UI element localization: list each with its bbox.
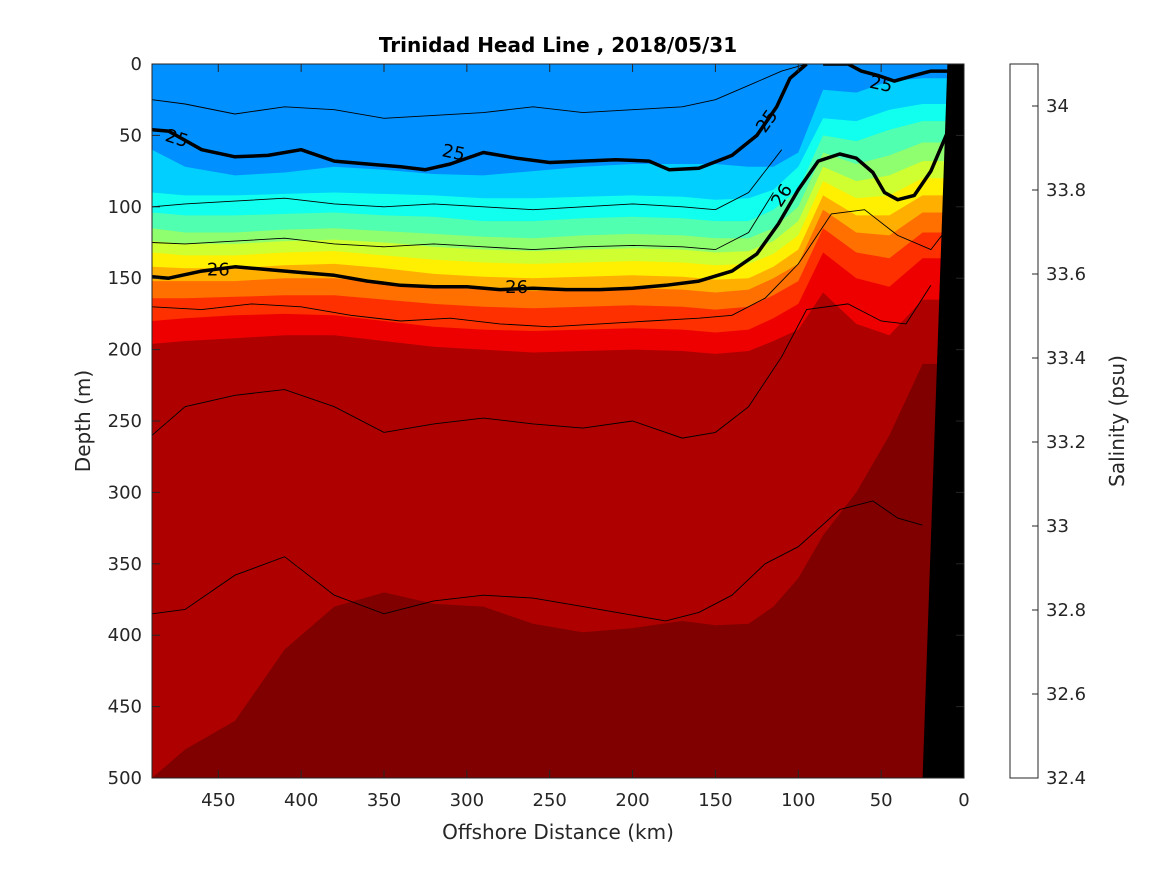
- x-tick-label: 250: [533, 790, 567, 811]
- contour-label: 25: [868, 72, 895, 97]
- y-axis-ticks: 0 50 100 150 200 250 300 350 400 450 500: [108, 54, 964, 789]
- contour-label: 26: [505, 277, 528, 298]
- y-tick-label: 100: [108, 197, 142, 218]
- colorbar-tick-label: 34: [1046, 96, 1069, 117]
- x-tick-label: 450: [201, 790, 235, 811]
- y-tick-label: 500: [108, 768, 142, 789]
- salinity-layer: [152, 606, 964, 778]
- chart-title: Trinidad Head Line , 2018/05/31: [379, 33, 737, 57]
- colorbar-tick-label: 32.6: [1046, 684, 1086, 705]
- x-tick-label: 100: [781, 790, 815, 811]
- density-contour: [152, 209, 948, 328]
- x-tick-label: 350: [367, 790, 401, 811]
- y-tick-label: 250: [108, 411, 142, 432]
- density-contour: [152, 149, 783, 211]
- y-tick-label: 50: [119, 125, 142, 146]
- colorbar-tick-label: 33.2: [1046, 432, 1086, 453]
- density-contour-26: [152, 131, 950, 292]
- colorbar-tick-label: 33.8: [1046, 180, 1086, 201]
- y-tick-label: 150: [108, 268, 142, 289]
- x-tick-label: 50: [870, 790, 893, 811]
- y-tick-label: 400: [108, 625, 142, 646]
- x-tick-label: 300: [450, 790, 484, 811]
- bold-density-contours: [152, 64, 950, 292]
- contour-label: 26: [207, 260, 230, 281]
- density-contour-25: [823, 64, 948, 83]
- contour-label-text: 25: [868, 72, 895, 97]
- y-tick-label: 300: [108, 482, 142, 503]
- contour-label-text: 26: [505, 277, 528, 298]
- contour-label: 25: [440, 140, 467, 165]
- x-tick-label: 0: [958, 790, 969, 811]
- colorbar-tick-label: 33.4: [1046, 348, 1086, 369]
- density-contour: [152, 285, 932, 439]
- density-contour: [152, 64, 807, 119]
- x-tick-label: 150: [698, 790, 732, 811]
- x-axis-label: Offshore Distance (km): [442, 820, 674, 844]
- colorbar-tick-label: 32.4: [1046, 768, 1086, 789]
- contour-label-text: 25: [440, 140, 467, 165]
- density-contour-25: [152, 64, 808, 172]
- bottom-mask: [922, 64, 964, 778]
- colorbar-tick-label: 33.6: [1046, 264, 1086, 285]
- colorbar-label: Salinity (psu): [1105, 355, 1129, 487]
- salinity-layer: [152, 363, 964, 778]
- y-tick-label: 200: [108, 340, 142, 361]
- y-tick-label: 350: [108, 554, 142, 575]
- x-tick-label: 400: [284, 790, 318, 811]
- salinity-fill-layers: [152, 64, 964, 778]
- colorbar-tick-label: 32.8: [1046, 600, 1086, 621]
- x-tick-label: 200: [615, 790, 649, 811]
- contour-label-text: 26: [207, 260, 230, 281]
- density-contour: [152, 500, 923, 622]
- x-axis-ticks: 450 400 350 300 250 200 150 100 50 0: [201, 64, 970, 811]
- colorbar-ticks: 32.4 32.6 32.8 33 33.2 33.4 33.6 33.8 34: [1032, 96, 1086, 789]
- y-tick-label: 450: [108, 697, 142, 718]
- y-tick-label: 0: [131, 54, 142, 75]
- colorbar-frame: [1009, 63, 1039, 779]
- density-contour: [152, 192, 774, 251]
- y-axis-label: Depth (m): [71, 370, 95, 472]
- thin-density-contours: [152, 64, 948, 622]
- colorbar-tick-label: 33: [1046, 516, 1069, 537]
